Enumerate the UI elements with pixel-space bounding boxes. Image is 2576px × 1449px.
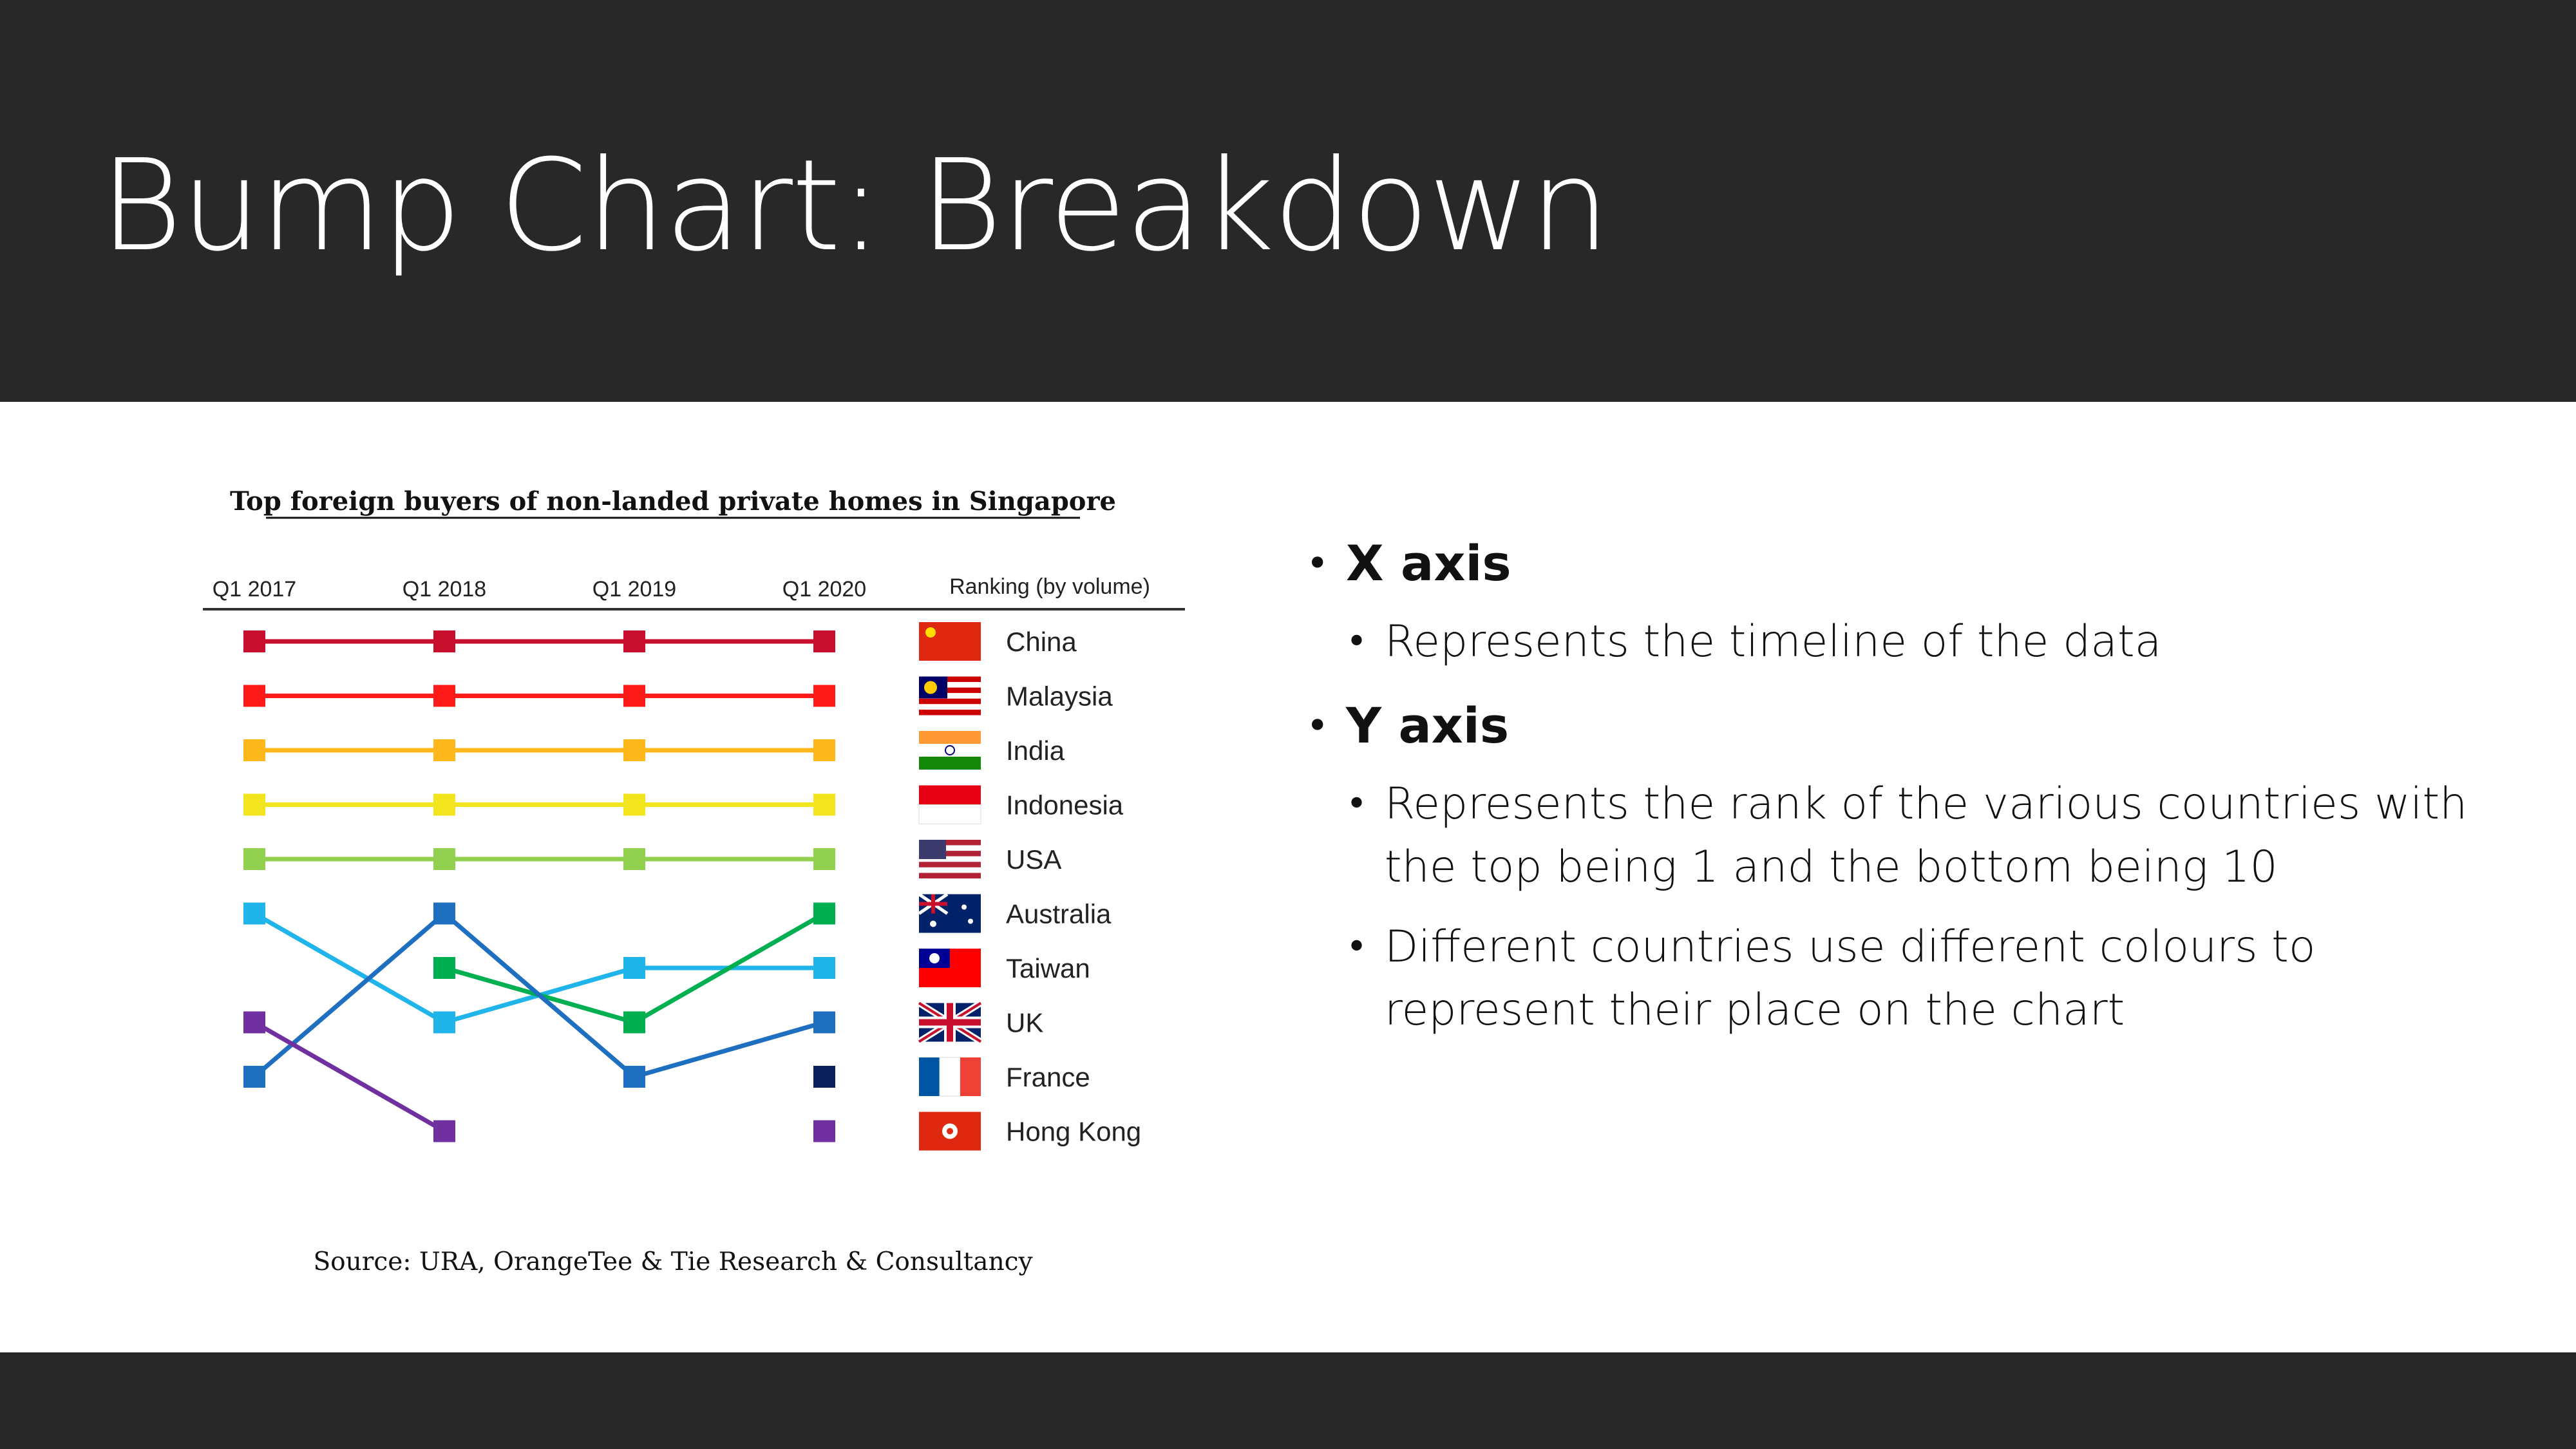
legend-label: India <box>1006 735 1065 766</box>
legend-label: Taiwan <box>1006 953 1090 983</box>
data-point-marker <box>813 1011 835 1034</box>
legend-flag-icon <box>919 1112 981 1151</box>
bullet-dot-icon: • <box>1306 703 1329 748</box>
legend-flag-icon <box>919 731 981 770</box>
legend-flag-icon <box>917 1000 983 1045</box>
bullet-heading: • Y axis <box>1301 690 2524 761</box>
x-tick-label: Q1 2018 <box>402 577 486 601</box>
data-point-marker <box>433 848 455 870</box>
data-point-marker <box>243 1011 265 1034</box>
data-point-marker <box>813 739 835 761</box>
data-point-marker <box>623 630 645 652</box>
legend-flag-icon <box>919 622 981 661</box>
bullet-list: • X axis • Represents the timeline of the d… <box>1301 528 2524 1059</box>
data-point-marker <box>243 793 265 816</box>
series-line-segment <box>632 1020 827 1079</box>
bullet-subitem: • Different countries use different colou… <box>1301 916 2524 1042</box>
data-point-marker <box>433 793 455 816</box>
legend-label: Malaysia <box>1006 681 1113 712</box>
data-point-marker <box>243 685 265 707</box>
series-line-segment <box>632 911 827 1025</box>
data-point-marker <box>813 793 835 816</box>
bump-chart: Top foreign buyers of non-landed private… <box>167 464 1224 1301</box>
footer-band <box>0 1352 2576 1449</box>
data-point-marker <box>813 685 835 707</box>
data-point-marker <box>243 848 265 870</box>
legend-label: China <box>1006 627 1077 657</box>
data-point-marker <box>433 685 455 707</box>
data-point-marker <box>623 739 645 761</box>
data-point-marker <box>813 1120 835 1142</box>
slide-title: Bump Chart: Breakdown <box>100 133 1610 279</box>
series-line-segment <box>252 911 447 1079</box>
series-line-segment <box>442 911 637 1079</box>
data-point-marker <box>813 630 835 652</box>
legend-flag-icon <box>919 840 981 878</box>
y-axis-label: Ranking (by volume) <box>949 574 1150 599</box>
header-band: Bump Chart: Breakdown <box>0 0 2576 402</box>
data-point-marker <box>623 1011 645 1034</box>
series-line-segment <box>252 1020 447 1133</box>
data-point-marker <box>433 630 455 652</box>
bullet-dot-icon: • <box>1346 783 1368 825</box>
legend-label: France <box>1006 1062 1090 1092</box>
bullet-heading: • X axis <box>1301 528 2524 599</box>
series-line-segment <box>252 911 447 1025</box>
data-point-marker <box>813 957 835 979</box>
x-tick-label: Q1 2019 <box>592 577 676 601</box>
legend-label: Indonesia <box>1006 790 1124 820</box>
bullet-subitem: • Represents the timeline of the data <box>1301 611 2524 674</box>
bullet-dot-icon: • <box>1346 621 1368 663</box>
data-point-marker <box>623 793 645 816</box>
data-point-marker <box>243 902 265 925</box>
bullet-dot-icon: • <box>1346 926 1368 968</box>
data-point-marker <box>623 848 645 870</box>
legend-flag-icon <box>919 676 981 715</box>
data-point-marker <box>623 957 645 979</box>
data-point-marker <box>243 1066 265 1088</box>
data-point-marker <box>433 739 455 761</box>
legend-flag-icon <box>919 1057 981 1097</box>
data-point-marker <box>433 902 455 925</box>
legend-label: UK <box>1006 1008 1043 1038</box>
x-tick-label: Q1 2020 <box>782 577 866 601</box>
bump-chart-svg: Top foreign buyers of non-landed private… <box>203 486 1185 1276</box>
bullet-subitem: • Represents the rank of the various coun… <box>1301 773 2524 899</box>
legend-label: USA <box>1006 844 1061 875</box>
legend-flag-icon <box>918 893 981 933</box>
bullet-text: Y axis <box>1346 697 1510 754</box>
data-point-marker <box>813 902 835 925</box>
data-point-marker <box>813 848 835 870</box>
data-point-marker <box>623 685 645 707</box>
chart-title: Top foreign buyers of non-landed private… <box>230 486 1116 516</box>
data-point-marker <box>813 1066 835 1088</box>
bullet-text: Different countries use different colour… <box>1385 922 2316 1036</box>
data-point-marker <box>433 957 455 979</box>
data-point-marker <box>243 630 265 652</box>
data-point-marker <box>243 739 265 761</box>
legend-label: Hong Kong <box>1006 1117 1141 1147</box>
legend-flag-icon <box>919 949 981 987</box>
legend-flag-icon <box>918 785 981 824</box>
data-point-marker <box>433 1120 455 1142</box>
data-point-marker <box>433 1011 455 1034</box>
bullet-text: Represents the rank of the various count… <box>1385 779 2468 893</box>
bullet-dot-icon: • <box>1306 541 1329 586</box>
chart-source: Source: URA, OrangeTee & Tie Research & … <box>313 1247 1032 1276</box>
legend-label: Australia <box>1006 899 1112 929</box>
data-point-marker <box>623 1066 645 1088</box>
bullet-text: Represents the timeline of the data <box>1385 616 2162 667</box>
bullet-text: X axis <box>1346 535 1511 592</box>
x-tick-label: Q1 2017 <box>213 577 296 601</box>
